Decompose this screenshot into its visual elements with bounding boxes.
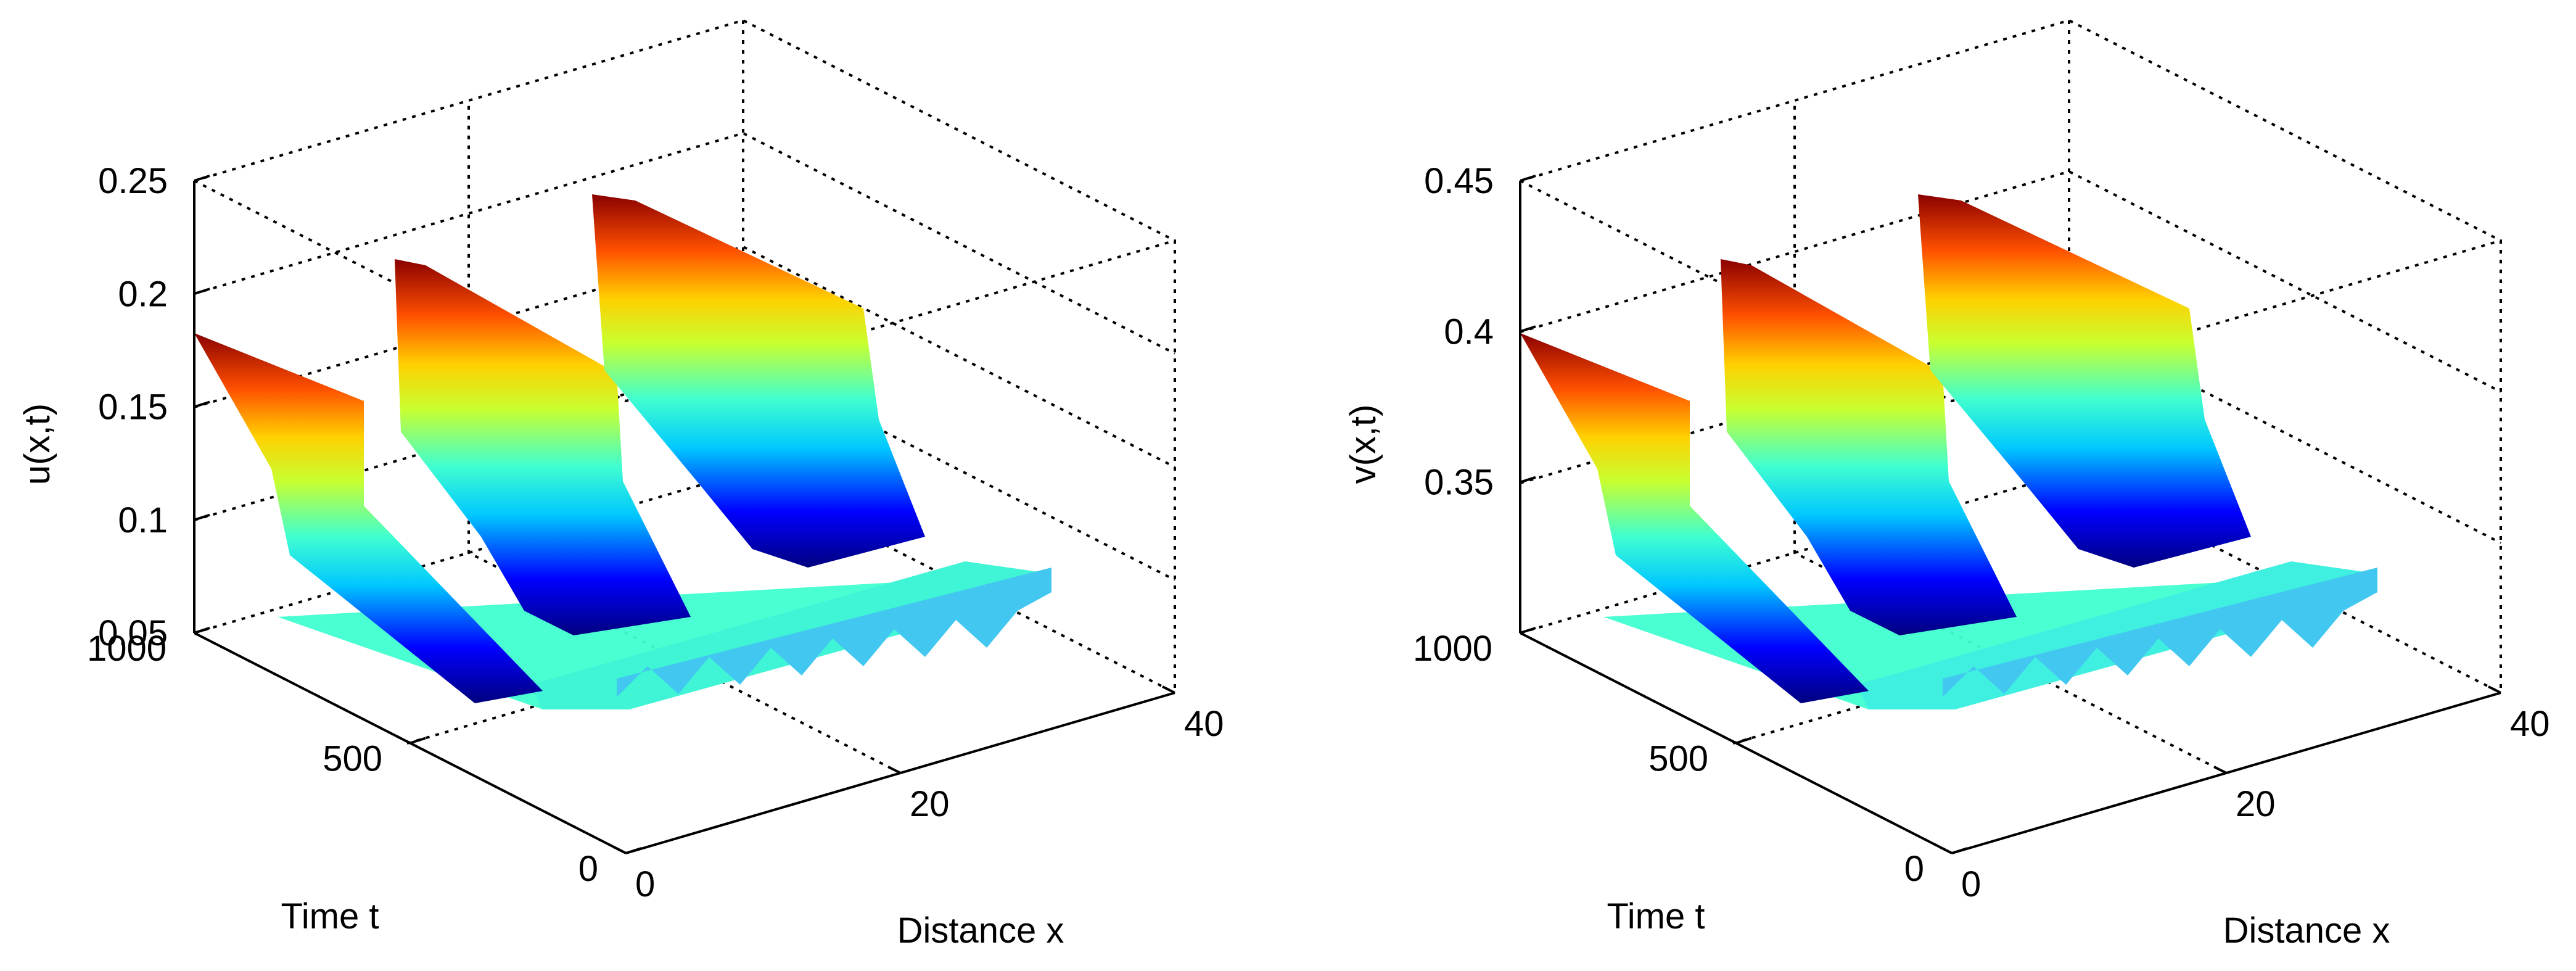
t-tick-mark	[194, 627, 210, 634]
grid-z	[1520, 170, 2501, 393]
x-tick-label: 20	[2236, 784, 2276, 824]
t-tick-mark	[1951, 847, 1968, 854]
box-top-rear	[194, 180, 1175, 403]
t-tick-label: 500	[323, 739, 382, 779]
t-tick-mark	[625, 847, 642, 854]
grid-z	[194, 245, 1175, 468]
box-back-floor-edge	[742, 20, 1175, 694]
surface	[194, 194, 1051, 709]
x-tick-label: 40	[2510, 704, 2550, 744]
grid-z	[194, 131, 1175, 355]
t-ticks: 0 500 1000	[1413, 627, 1968, 889]
box-left-floor-edge	[1520, 471, 2070, 634]
z-ticks: 0.35 0.4 0.45	[1424, 161, 1536, 503]
z-tick-mark	[1520, 325, 1536, 333]
z-tick-label: 0.2	[118, 274, 168, 314]
t-tick-mark	[1735, 737, 1752, 745]
t-axis-label: Time t	[281, 896, 379, 936]
x-tick-mark	[613, 846, 627, 854]
t-tick-mark	[1520, 627, 1536, 634]
z-tick-label: 0.45	[1424, 161, 1494, 201]
z-tick-label: 0.25	[98, 161, 168, 201]
surface-spikes	[1943, 568, 2377, 697]
t-ticks: 0 500 1000	[87, 627, 642, 889]
t-tick-mark	[409, 737, 426, 745]
x-tick-label: 0	[635, 864, 655, 904]
z-tick-label: 0.05	[98, 613, 168, 653]
z-tick-mark	[1520, 175, 1536, 182]
grid-x	[1793, 101, 2227, 774]
x-tick-mark	[887, 766, 901, 774]
z-ticks: 0.05 0.1 0.15 0.2 0.25	[98, 161, 210, 653]
t-tick-label: 0	[1904, 849, 1924, 889]
x-ticks: 0 20 40	[613, 685, 1224, 904]
x-tick-mark	[1939, 846, 1953, 854]
t-tick-label: 500	[1648, 739, 1708, 779]
x-axis-label: Distance x	[2223, 911, 2390, 951]
v-surface-plot: 0.35 0.4 0.45 0 500 1000 0 20 40 v(x,t) Time t…	[1343, 19, 2550, 951]
z-tick-label: 0.15	[98, 387, 168, 428]
grid-x	[467, 101, 901, 774]
x-tick-label: 40	[1184, 704, 1224, 744]
grid-z	[194, 358, 1175, 581]
x-tick-mark	[2488, 685, 2501, 694]
z-tick-mark	[1520, 476, 1536, 484]
x-axis-label: Distance x	[897, 911, 1064, 951]
x-tick-label: 20	[910, 784, 950, 824]
t-tick-label: 1000	[1413, 629, 1492, 669]
t-tick-label: 1000	[87, 629, 167, 669]
x-tick-mark	[2213, 766, 2227, 774]
x-ticks: 0 20 40	[1939, 685, 2550, 904]
t-tick-label: 0	[578, 849, 598, 889]
grid-z	[1520, 321, 2501, 544]
surface-spikes	[617, 568, 1051, 697]
z-tick-mark	[194, 400, 210, 408]
surface	[1520, 194, 2377, 709]
x-tick-label: 0	[1961, 864, 1981, 904]
box-top-rear	[1520, 180, 2501, 403]
t-axis-label: Time t	[1607, 896, 1705, 936]
z-tick-label: 0.1	[118, 500, 168, 540]
z-tick-mark	[194, 513, 210, 521]
z-tick-mark	[194, 287, 210, 295]
z-tick-label: 0.35	[1424, 463, 1494, 503]
z-axis-label: v(x,t)	[1343, 405, 1383, 484]
box-back-floor-edge	[2068, 20, 2501, 694]
z-axis-label: u(x,t)	[17, 403, 57, 485]
box-left-floor-edge	[194, 471, 744, 634]
u-surface-plot: 0.05 0.1 0.15 0.2 0.25 0 500 1000 0 20 40 u(x,t)…	[17, 19, 1224, 951]
z-tick-mark	[194, 175, 210, 182]
z-tick-label: 0.4	[1444, 312, 1494, 352]
x-tick-mark	[1162, 685, 1175, 694]
